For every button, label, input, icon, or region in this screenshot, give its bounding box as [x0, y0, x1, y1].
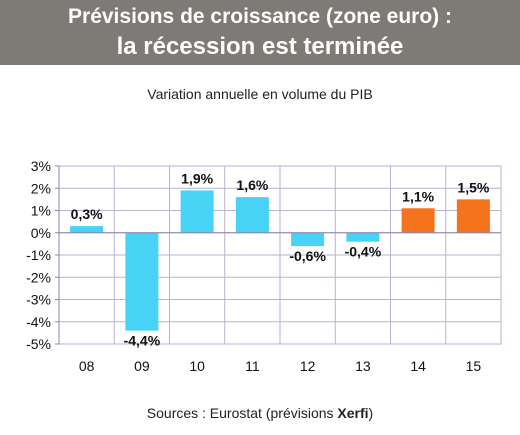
bar-11 [235, 197, 269, 233]
data-label-10: 1,9% [181, 170, 213, 186]
bar-14 [401, 208, 435, 233]
x-tick-label-08: 08 [79, 358, 95, 374]
data-label-09: -4,4% [124, 333, 161, 349]
source-note: Sources : Eurostat (prévisions Xerfi) [0, 405, 520, 421]
x-tick-label-12: 12 [300, 358, 316, 374]
data-label-11: 1,6% [236, 177, 268, 193]
bar-15 [456, 199, 490, 233]
bar-09 [125, 232, 159, 331]
y-tick-label: -1% [26, 247, 51, 263]
bar-chart: 3% 2% 1% 0% -1% -2% -3% -4% -5% 0,3% 08 -4,4% 09 1,9%… [26, 158, 502, 374]
y-tick-label: 3% [31, 158, 51, 174]
header-title-line1: Prévisions de croissance (zone euro) : [68, 5, 452, 28]
source-prefix: Sources : Eurostat (prévisions [146, 405, 338, 421]
data-label-08: 0,3% [71, 206, 103, 222]
y-tick-label: 2% [31, 180, 51, 196]
bar-10 [180, 190, 214, 233]
header-title-line2: la récession est terminée [116, 33, 404, 60]
x-tick-label-09: 09 [134, 358, 150, 374]
x-tick-label-10: 10 [189, 358, 205, 374]
y-tick-label: 1% [31, 203, 51, 219]
data-label-15: 1,5% [457, 179, 489, 195]
data-label-14: 1,1% [402, 188, 434, 204]
bar-08 [70, 226, 104, 233]
y-tick-label: -2% [26, 269, 51, 285]
x-tick-label-14: 14 [410, 358, 426, 374]
y-tick-label: -5% [26, 336, 51, 352]
x-tick-label-13: 13 [355, 358, 371, 374]
chart-subtitle: Variation annuelle en volume du PIB [147, 86, 373, 102]
y-tick-label: -4% [26, 314, 51, 330]
source-brand: Xerfi [337, 405, 369, 421]
header-banner: Prévisions de croissance (zone euro) : l… [0, 0, 520, 65]
data-label-12: -0,6% [289, 248, 326, 264]
y-tick-label: -3% [26, 292, 51, 308]
x-tick-label-15: 15 [466, 358, 482, 374]
y-tick-label: 0% [31, 225, 51, 241]
bar-12 [291, 232, 325, 247]
bar-13 [346, 232, 380, 242]
x-tick-label-11: 11 [245, 358, 260, 374]
data-label-13: -0,4% [345, 244, 382, 260]
source-suffix: ) [368, 405, 374, 421]
